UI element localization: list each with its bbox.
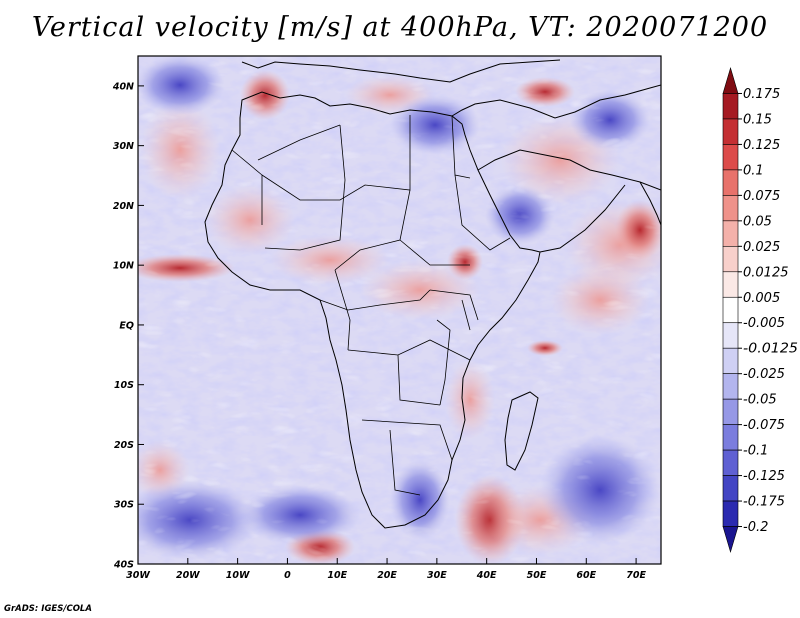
lon-tick-label: 40E (476, 570, 497, 581)
coastlines (204, 59, 661, 529)
colorbar-swatch (722, 169, 739, 196)
colorbar: 0.175 0.15 0.125 0.1 0.075 0.05 0.025 0.0125 0.0… (722, 66, 798, 554)
colorbar-label: 0.075 (743, 189, 780, 204)
colorbar-label: 0.1 (743, 163, 764, 178)
lat-tick-label: 20S (114, 440, 134, 451)
latitude-axis: 40N 30N 20N 10N EQ 10S 20S 30S 40S (112, 81, 144, 571)
lon-tick-label: 50E (527, 570, 547, 581)
lon-tick-label: 20W (176, 570, 200, 581)
lon-tick-label: 10E (327, 570, 347, 581)
grads-credit: GrADS: IGES/COLA (4, 604, 92, 614)
colorbar-label: -0.05 (743, 393, 777, 408)
lat-tick-label: 40N (112, 81, 134, 92)
colorbar-swatch (722, 449, 739, 476)
colorbar-swatch (722, 271, 739, 298)
colorbar-swatch (722, 475, 739, 502)
country-borders (231, 115, 511, 496)
lon-tick-label: 10W (226, 570, 250, 581)
lon-tick-label: 30E (427, 570, 447, 581)
colorbar-swatch (722, 144, 739, 171)
lon-tick-label: 60E (576, 570, 596, 581)
lon-tick-label: 20E (377, 570, 397, 581)
colorbar-swatch (722, 246, 739, 273)
colorbar-swatch (722, 424, 739, 451)
lat-tick-label: 10S (114, 380, 134, 391)
colorbar-label: -0.2 (743, 520, 768, 535)
colorbar-swatch (722, 500, 739, 527)
colorbar-swatch (722, 296, 739, 324)
colorbar-label: 0.0125 (743, 265, 789, 280)
colorbar-label: -0.0125 (743, 342, 798, 357)
colorbar-label: 0.125 (743, 138, 780, 153)
colorbar-swatch (722, 118, 739, 145)
lon-tick-label: 70E (626, 570, 646, 581)
colorbar-swatch (722, 526, 739, 554)
colorbar-swatch (722, 322, 739, 349)
map-title: Vertical velocity [m/s] at 400hPa, VT: 2… (31, 12, 769, 43)
lon-tick-label: 0 (284, 570, 291, 581)
colorbar-label: -0.075 (743, 418, 785, 433)
colorbar-label: 0.005 (743, 291, 780, 306)
colorbar-label: -0.025 (743, 367, 785, 382)
colorbar-label: -0.175 (743, 495, 785, 510)
colorbar-label: 0.05 (743, 214, 772, 229)
colorbar-label: -0.1 (743, 444, 768, 459)
colorbar-label: -0.005 (743, 316, 785, 331)
lat-tick-label: EQ (119, 320, 134, 331)
lat-tick-label: 10N (113, 261, 134, 272)
colorbar-swatch (722, 398, 739, 425)
lat-tick-label: 30N (113, 141, 134, 152)
colorbar-swatch (722, 195, 739, 222)
colorbar-label: 0.025 (743, 240, 780, 255)
velocity-field (138, 56, 661, 564)
colorbar-swatch (722, 373, 739, 400)
colorbar-swatch (722, 66, 739, 94)
colorbar-swatch (722, 220, 739, 247)
colorbar-label: 0.15 (743, 112, 772, 127)
lat-tick-label: 40S (113, 560, 134, 571)
lon-tick-label: 30W (126, 570, 150, 581)
lat-tick-label: 30S (114, 500, 134, 511)
map-frame (137, 55, 662, 565)
colorbar-swatch (722, 93, 739, 120)
colorbar-label: -0.125 (743, 469, 785, 484)
colorbar-swatch (722, 347, 739, 374)
colorbar-label: 0.175 (743, 87, 780, 102)
lat-tick-label: 20N (113, 201, 134, 212)
longitude-axis: 30W 20W 10W 0 10E 20E 30E 40E 50E 60E 70E (126, 558, 646, 581)
